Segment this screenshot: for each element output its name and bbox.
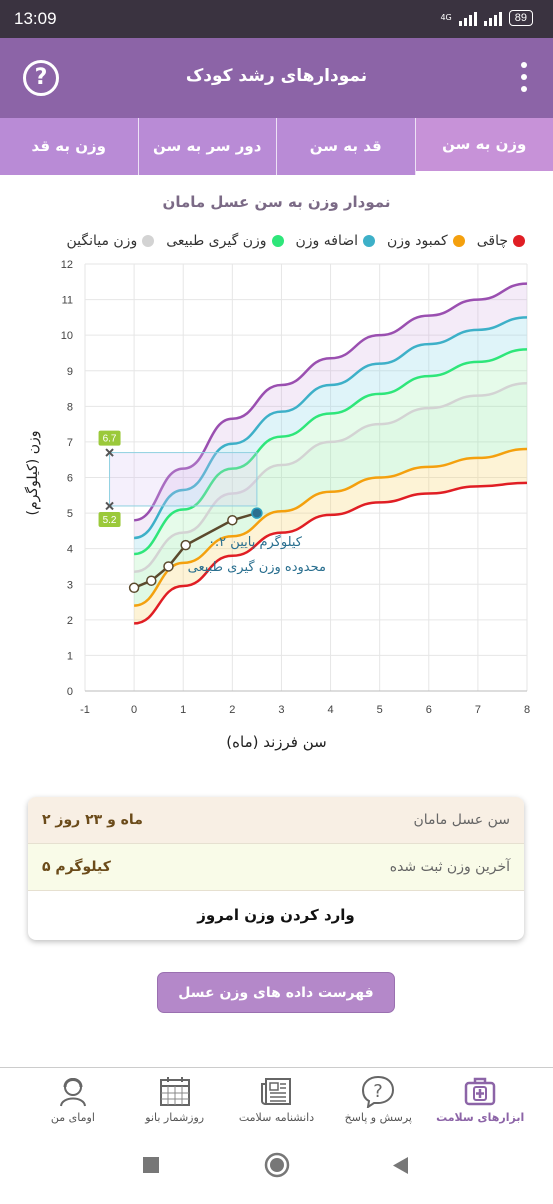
tab-weight-for-height[interactable]: وزن به قد (0, 118, 139, 175)
child-info-card: ۲ ماه و ۲۳ روز سن عسل مامان ۵ کیلوگرم آخ… (28, 797, 524, 940)
legend-label: اضافه وزن (296, 233, 359, 249)
x-tick-label: 4 (327, 704, 333, 716)
legend-item-obesity[interactable]: چاقی (477, 233, 525, 249)
status-time: 13:09 (14, 9, 57, 29)
age-label: سن عسل مامان (413, 812, 510, 828)
enter-weight-button[interactable]: وارد کردن وزن امروز (28, 891, 524, 940)
network-type: 4G (440, 14, 451, 22)
x-tick-label: 5 (377, 704, 383, 716)
x-axis-label: سن فرزند (ماه) (0, 733, 553, 751)
tab-weight-for-age[interactable]: وزن به سن (416, 118, 553, 175)
nav-label: روزشمار بانو (131, 1111, 219, 1124)
legend-label: کمبود وزن (387, 233, 448, 249)
y-tick-label: 11 (62, 295, 73, 307)
weight-value: ۵ کیلوگرم (42, 859, 111, 875)
chart-title: نمودار وزن به سن عسل مامان (0, 193, 553, 211)
legend-item-underweight[interactable]: کمبود وزن (387, 233, 465, 249)
y-tick-label: 1 (67, 650, 73, 662)
nav-label: ابزارهای سلامت (436, 1111, 524, 1124)
signal-icon (459, 10, 477, 26)
legend-dot-icon (272, 235, 284, 247)
back-icon[interactable] (393, 1157, 408, 1174)
normal-range-box (110, 453, 257, 506)
weight-row: ۵ کیلوگرم آخرین وزن ثبت شده (28, 844, 524, 891)
annotation-normal-range: محدوده وزن گیری طبیعی (188, 559, 326, 575)
child-weight-point (252, 508, 262, 518)
y-tick-label: 7 (67, 437, 73, 449)
battery-icon: 89 (509, 10, 533, 26)
nav-item-health-encyclopedia[interactable]: دانشنامه سلامت (232, 1068, 320, 1135)
tab-head-circumference[interactable]: دور سر به سن (139, 118, 278, 175)
y-tick-label: 6 (67, 473, 73, 485)
legend-label: وزن گیری طبیعی (166, 233, 266, 249)
nav-item-calendar[interactable]: روزشمار بانو (131, 1068, 219, 1135)
system-navigation-bar (0, 1135, 553, 1200)
app-bar: ? نمودارهای رشد کودک (0, 38, 553, 118)
x-tick-label: 2 (229, 704, 235, 716)
status-bar: 13:09 4G 89 (0, 0, 553, 38)
recents-icon[interactable] (143, 1157, 159, 1173)
x-tick-label: 3 (278, 704, 284, 716)
x-tick-label: 7 (475, 704, 481, 716)
x-tick-label: -1 (80, 704, 90, 716)
y-tick-label: 2 (67, 615, 73, 627)
nav-item-my-profile[interactable]: اومای من (29, 1068, 117, 1135)
child-weight-point (130, 583, 139, 592)
y-tick-label: 9 (67, 366, 73, 378)
chart-tabs: وزن به قد دور سر به سن قد به سن وزن به س… (0, 118, 553, 175)
legend-dot-icon (142, 235, 154, 247)
age-row: ۲ ماه و ۲۳ روز سن عسل مامان (28, 797, 524, 844)
legend-item-normal[interactable]: وزن گیری طبیعی (166, 233, 283, 249)
legend-label: چاقی (477, 233, 508, 249)
bottom-navigation: اومای من روزشمار بانو دانشنامه سلامت (0, 1067, 553, 1135)
legend-label: وزن میانگین (66, 233, 137, 249)
question-bubble-icon: ? (361, 1074, 395, 1108)
child-weight-point (147, 576, 156, 585)
y-tick-label: 10 (61, 330, 73, 342)
x-tick-label: 0 (131, 704, 137, 716)
tab-height-for-age[interactable]: قد به سن (277, 118, 416, 175)
y-axis-label: وزن (کیلوگرم) (25, 418, 41, 528)
y-tick-label: 3 (67, 579, 73, 591)
y-tick-label: 0 (67, 686, 73, 698)
child-weight-point (181, 541, 190, 550)
nav-label: دانشنامه سلامت (232, 1111, 320, 1124)
annotation-below-normal: ۰.۲ کیلوگرم پایین (208, 534, 303, 550)
range-marker-label: 6.7 (103, 434, 117, 445)
y-tick-label: 4 (67, 544, 73, 556)
svg-text:?: ? (374, 1081, 384, 1102)
page-title: نمودارهای رشد کودک (0, 66, 553, 86)
nav-label: پرسش و پاسخ (334, 1111, 422, 1124)
medical-kit-icon (463, 1074, 497, 1108)
newspaper-icon (259, 1074, 293, 1108)
x-tick-label: 6 (426, 704, 432, 716)
user-icon (56, 1074, 90, 1108)
x-tick-label: 1 (180, 704, 186, 716)
weight-label: آخرین وزن ثبت شده (390, 859, 510, 875)
status-indicators: 4G 89 (440, 10, 533, 26)
chart-legend: وزن میانگین وزن گیری طبیعی اضافه وزن کمب… (66, 233, 525, 249)
weight-list-button[interactable]: فهرست داده های وزن عسل مامان (157, 972, 395, 1013)
y-tick-label: 5 (67, 508, 73, 520)
legend-item-overweight[interactable]: اضافه وزن (296, 233, 376, 249)
y-tick-label: 8 (67, 401, 73, 413)
calendar-icon (158, 1074, 192, 1108)
nav-item-health-tools[interactable]: ابزارهای سلامت (436, 1068, 524, 1135)
legend-dot-icon (513, 235, 525, 247)
legend-item-average[interactable]: وزن میانگین (66, 233, 154, 249)
nav-item-questions[interactable]: ? پرسش و پاسخ (334, 1068, 422, 1135)
range-marker-label: 5.2 (103, 515, 117, 526)
signal-icon-2 (484, 10, 502, 26)
x-tick-label: 8 (524, 704, 530, 716)
overflow-menu-icon[interactable] (521, 62, 529, 96)
y-tick-label: 12 (61, 259, 73, 271)
child-weight-point (164, 562, 173, 571)
legend-dot-icon (453, 235, 465, 247)
age-value: ۲ ماه و ۲۳ روز (42, 812, 143, 828)
nav-label: اومای من (29, 1111, 117, 1124)
legend-dot-icon (363, 235, 375, 247)
child-weight-point (228, 516, 237, 525)
